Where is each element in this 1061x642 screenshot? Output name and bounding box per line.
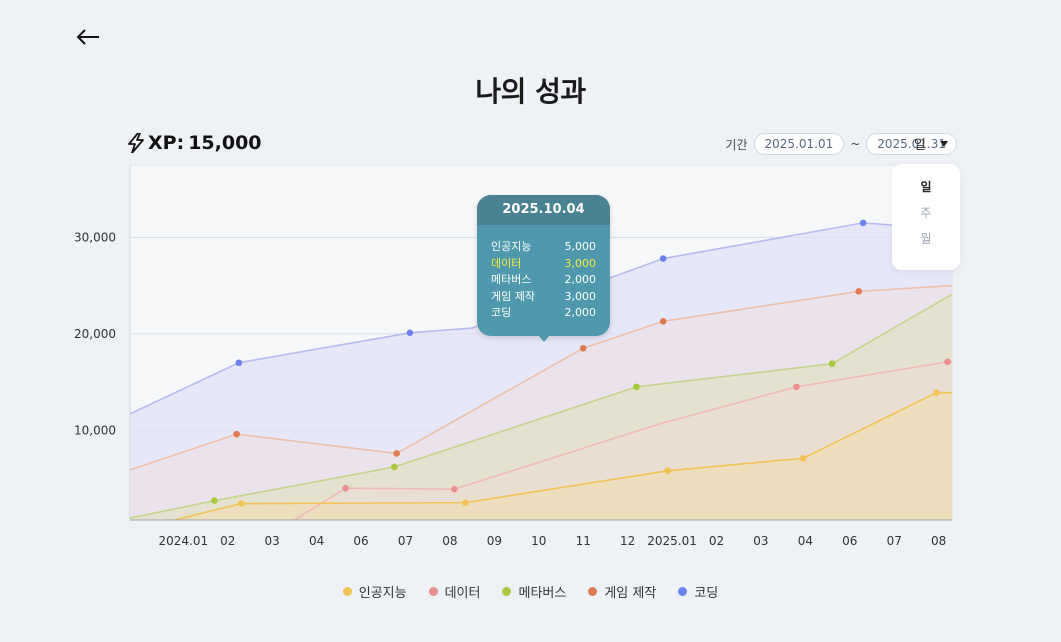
legend-label: 코딩 [694, 586, 719, 601]
x-tick-label: 02 [220, 534, 235, 548]
data-point-코딩 [859, 219, 867, 227]
data-point-코딩 [659, 255, 667, 262]
x-tick-label: 2024.01 [159, 534, 209, 548]
legend-label: 인공지능 [358, 586, 407, 601]
x-tick-label: 06 [353, 534, 368, 548]
tooltip-row-value: 3,000 [564, 256, 597, 270]
x-tick-label: 08 [442, 534, 457, 548]
legend-item-ai[interactable]: 인공지능 [342, 582, 407, 601]
data-point-데이터 [342, 484, 349, 492]
x-tick-label: 07 [887, 534, 902, 548]
tooltip-row-label: 게임 제작 [491, 289, 535, 303]
data-point-인공지능 [799, 454, 807, 462]
xp-value: 15,000 [188, 132, 262, 154]
tooltip-row-value: 2,000 [564, 273, 597, 286]
data-point-메타버스 [211, 497, 218, 505]
data-point-메타버스 [391, 463, 398, 471]
chart-tooltip: 2025.10.04 인공지능 5,000 데이터 3,000 메타버스 2,0… [477, 195, 610, 342]
data-point-데이터 [793, 383, 800, 391]
y-tick-label: 10,000 [74, 423, 116, 437]
tooltip-row-data: 데이터 3,000 [491, 256, 596, 273]
data-point-데이터 [451, 485, 458, 493]
legend-label: 데이터 [444, 586, 481, 601]
legend-dot [502, 587, 512, 596]
data-point-게임 제작 [233, 430, 240, 438]
period-label: 기간 [725, 137, 748, 152]
x-tick-label: 2025.01 [647, 534, 697, 548]
x-tick-label: 11 [576, 534, 591, 548]
data-point-인공지능 [237, 500, 245, 507]
unit-option-week[interactable]: 주 [920, 206, 932, 220]
legend-dot [588, 587, 598, 596]
chart-legend: 인공지능 데이터 메타버스 게임 제작 코딩 [0, 582, 1061, 601]
x-tick-label: 03 [753, 534, 768, 548]
x-tick-label: 04 [309, 534, 324, 548]
legend-dot [428, 587, 438, 596]
data-point-코딩 [235, 359, 243, 367]
xp-display: XP: 15,000 [128, 132, 262, 154]
lightning-icon [128, 133, 144, 153]
x-tick-label: 12 [620, 534, 635, 548]
start-date-field[interactable]: 2025.01.01 [753, 133, 845, 155]
page-title: 나의 성과 [475, 75, 586, 108]
unit-dropdown-menu: 일 주 월 [892, 164, 960, 270]
arrow-left-icon [76, 29, 99, 45]
tooltip-body: 인공지능 5,000 데이터 3,000 메타버스 2,000 게임 제작 3,… [477, 225, 610, 322]
tooltip-row-metaverse: 메타버스 2,000 [491, 272, 596, 289]
legend-item-data[interactable]: 데이터 [428, 582, 481, 601]
data-point-코딩 [406, 329, 414, 337]
data-point-게임 제작 [393, 450, 400, 457]
x-tick-label: 10 [531, 534, 546, 548]
tooltip-date: 2025.10.04 [477, 195, 610, 225]
tooltip-row-label: 데이터 [491, 256, 522, 270]
legend-dot [342, 587, 352, 596]
legend-dot [678, 587, 688, 596]
series-line-메타버스 [129, 293, 953, 519]
y-tick-label: 20,000 [74, 327, 116, 341]
data-point-메타버스 [633, 383, 640, 391]
data-point-인공지능 [933, 389, 940, 396]
data-point-인공지능 [664, 467, 671, 475]
x-tick-label: 04 [798, 534, 813, 548]
unit-select[interactable]: 일 [914, 134, 948, 153]
tooltip-row-game: 게임 제작 3,000 [491, 289, 596, 306]
tooltip-row-label: 코딩 [491, 306, 512, 319]
data-point-메타버스 [828, 360, 836, 368]
back-button[interactable] [72, 20, 106, 54]
data-point-데이터 [944, 358, 951, 366]
unit-select-value: 일 [914, 138, 926, 153]
legend-label: 게임 제작 [604, 586, 657, 601]
tooltip-row-value: 2,000 [564, 306, 597, 319]
data-point-인공지능 [462, 499, 469, 506]
x-tick-label: 02 [709, 534, 724, 548]
tooltip-row-label: 인공지능 [491, 240, 532, 253]
x-tick-label: 07 [398, 534, 413, 548]
y-tick-label: 30,000 [74, 230, 116, 244]
x-tick-label: 08 [931, 534, 946, 548]
period-separator: ~ [850, 137, 861, 151]
tooltip-row-label: 메타버스 [491, 273, 532, 286]
data-point-게임 제작 [659, 317, 667, 325]
data-point-게임 제작 [855, 288, 862, 295]
unit-option-month[interactable]: 월 [920, 232, 932, 246]
period-filter: 기간 2025.01.01 ~ 2025.01.31 [725, 133, 957, 155]
x-tick-label: 06 [842, 534, 857, 548]
legend-item-metaverse[interactable]: 메타버스 [502, 582, 566, 601]
tooltip-row-value: 3,000 [564, 289, 597, 303]
caret-down-icon [939, 140, 948, 147]
area-인공지능 [174, 392, 952, 520]
xp-label: XP: [148, 132, 185, 154]
legend-item-coding[interactable]: 코딩 [678, 582, 718, 601]
x-tick-label: 03 [265, 534, 280, 548]
unit-option-day[interactable]: 일 [920, 180, 932, 194]
legend-label: 메타버스 [518, 586, 567, 601]
legend-item-game[interactable]: 게임 제작 [588, 582, 656, 601]
data-point-게임 제작 [579, 344, 587, 352]
tooltip-row-value: 5,000 [564, 240, 597, 253]
tooltip-row-ai: 인공지능 5,000 [491, 239, 596, 256]
tooltip-row-coding: 코딩 2,000 [491, 305, 596, 322]
end-date-field[interactable]: 2025.01.31 [866, 133, 957, 155]
x-tick-label: 09 [487, 534, 502, 548]
